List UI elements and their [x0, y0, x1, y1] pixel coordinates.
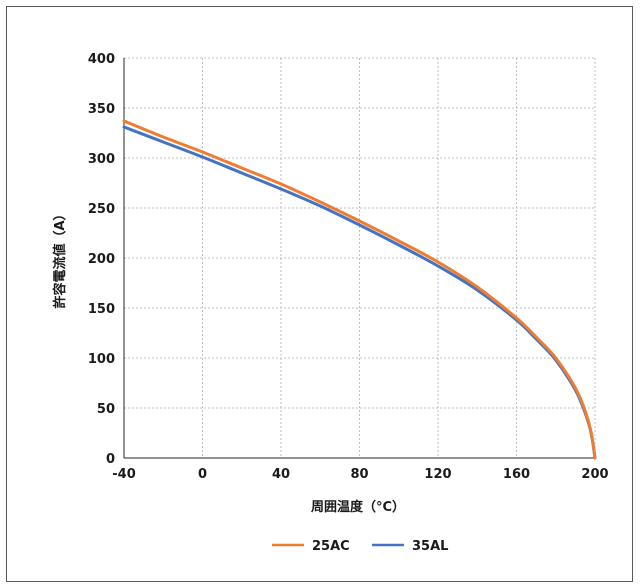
axes	[123, 58, 595, 459]
x-tick-label: -40	[112, 467, 136, 482]
x-tick-label: 200	[581, 467, 608, 482]
series-line-25AC	[122, 119, 597, 460]
x-axis-title: 周囲温度（°C）	[311, 499, 405, 515]
tick-labels: -40 0 40 80 120 160 20005010015020025030035040…	[88, 52, 609, 482]
x-tick-label: 120	[424, 467, 451, 482]
x-tick-label: 160	[503, 467, 530, 482]
y-tick-label: 400	[88, 52, 115, 67]
y-tick-label: 50	[97, 402, 115, 417]
x-tick-label: 40	[272, 467, 290, 482]
series-lines	[122, 119, 597, 460]
y-tick-label: 200	[88, 252, 115, 267]
y-tick-label: 350	[88, 102, 115, 117]
x-tick-label: 0	[198, 467, 207, 482]
chart-frame	[6, 6, 633, 582]
x-tick-label: 80	[350, 467, 368, 482]
legend: 25AC 35AL	[272, 539, 448, 554]
y-tick-label: 150	[88, 302, 115, 317]
legend-label-25AC: 25AC	[312, 539, 350, 554]
y-tick-label: 250	[88, 202, 115, 217]
y-tick-label: 100	[88, 352, 115, 367]
y-axis-title: 許容電流値（A）	[52, 207, 68, 308]
y-tick-label: 300	[88, 152, 115, 167]
legend-label-35AL: 35AL	[412, 539, 448, 554]
grid-lines	[124, 57, 596, 458]
y-tick-label: 0	[106, 452, 115, 467]
